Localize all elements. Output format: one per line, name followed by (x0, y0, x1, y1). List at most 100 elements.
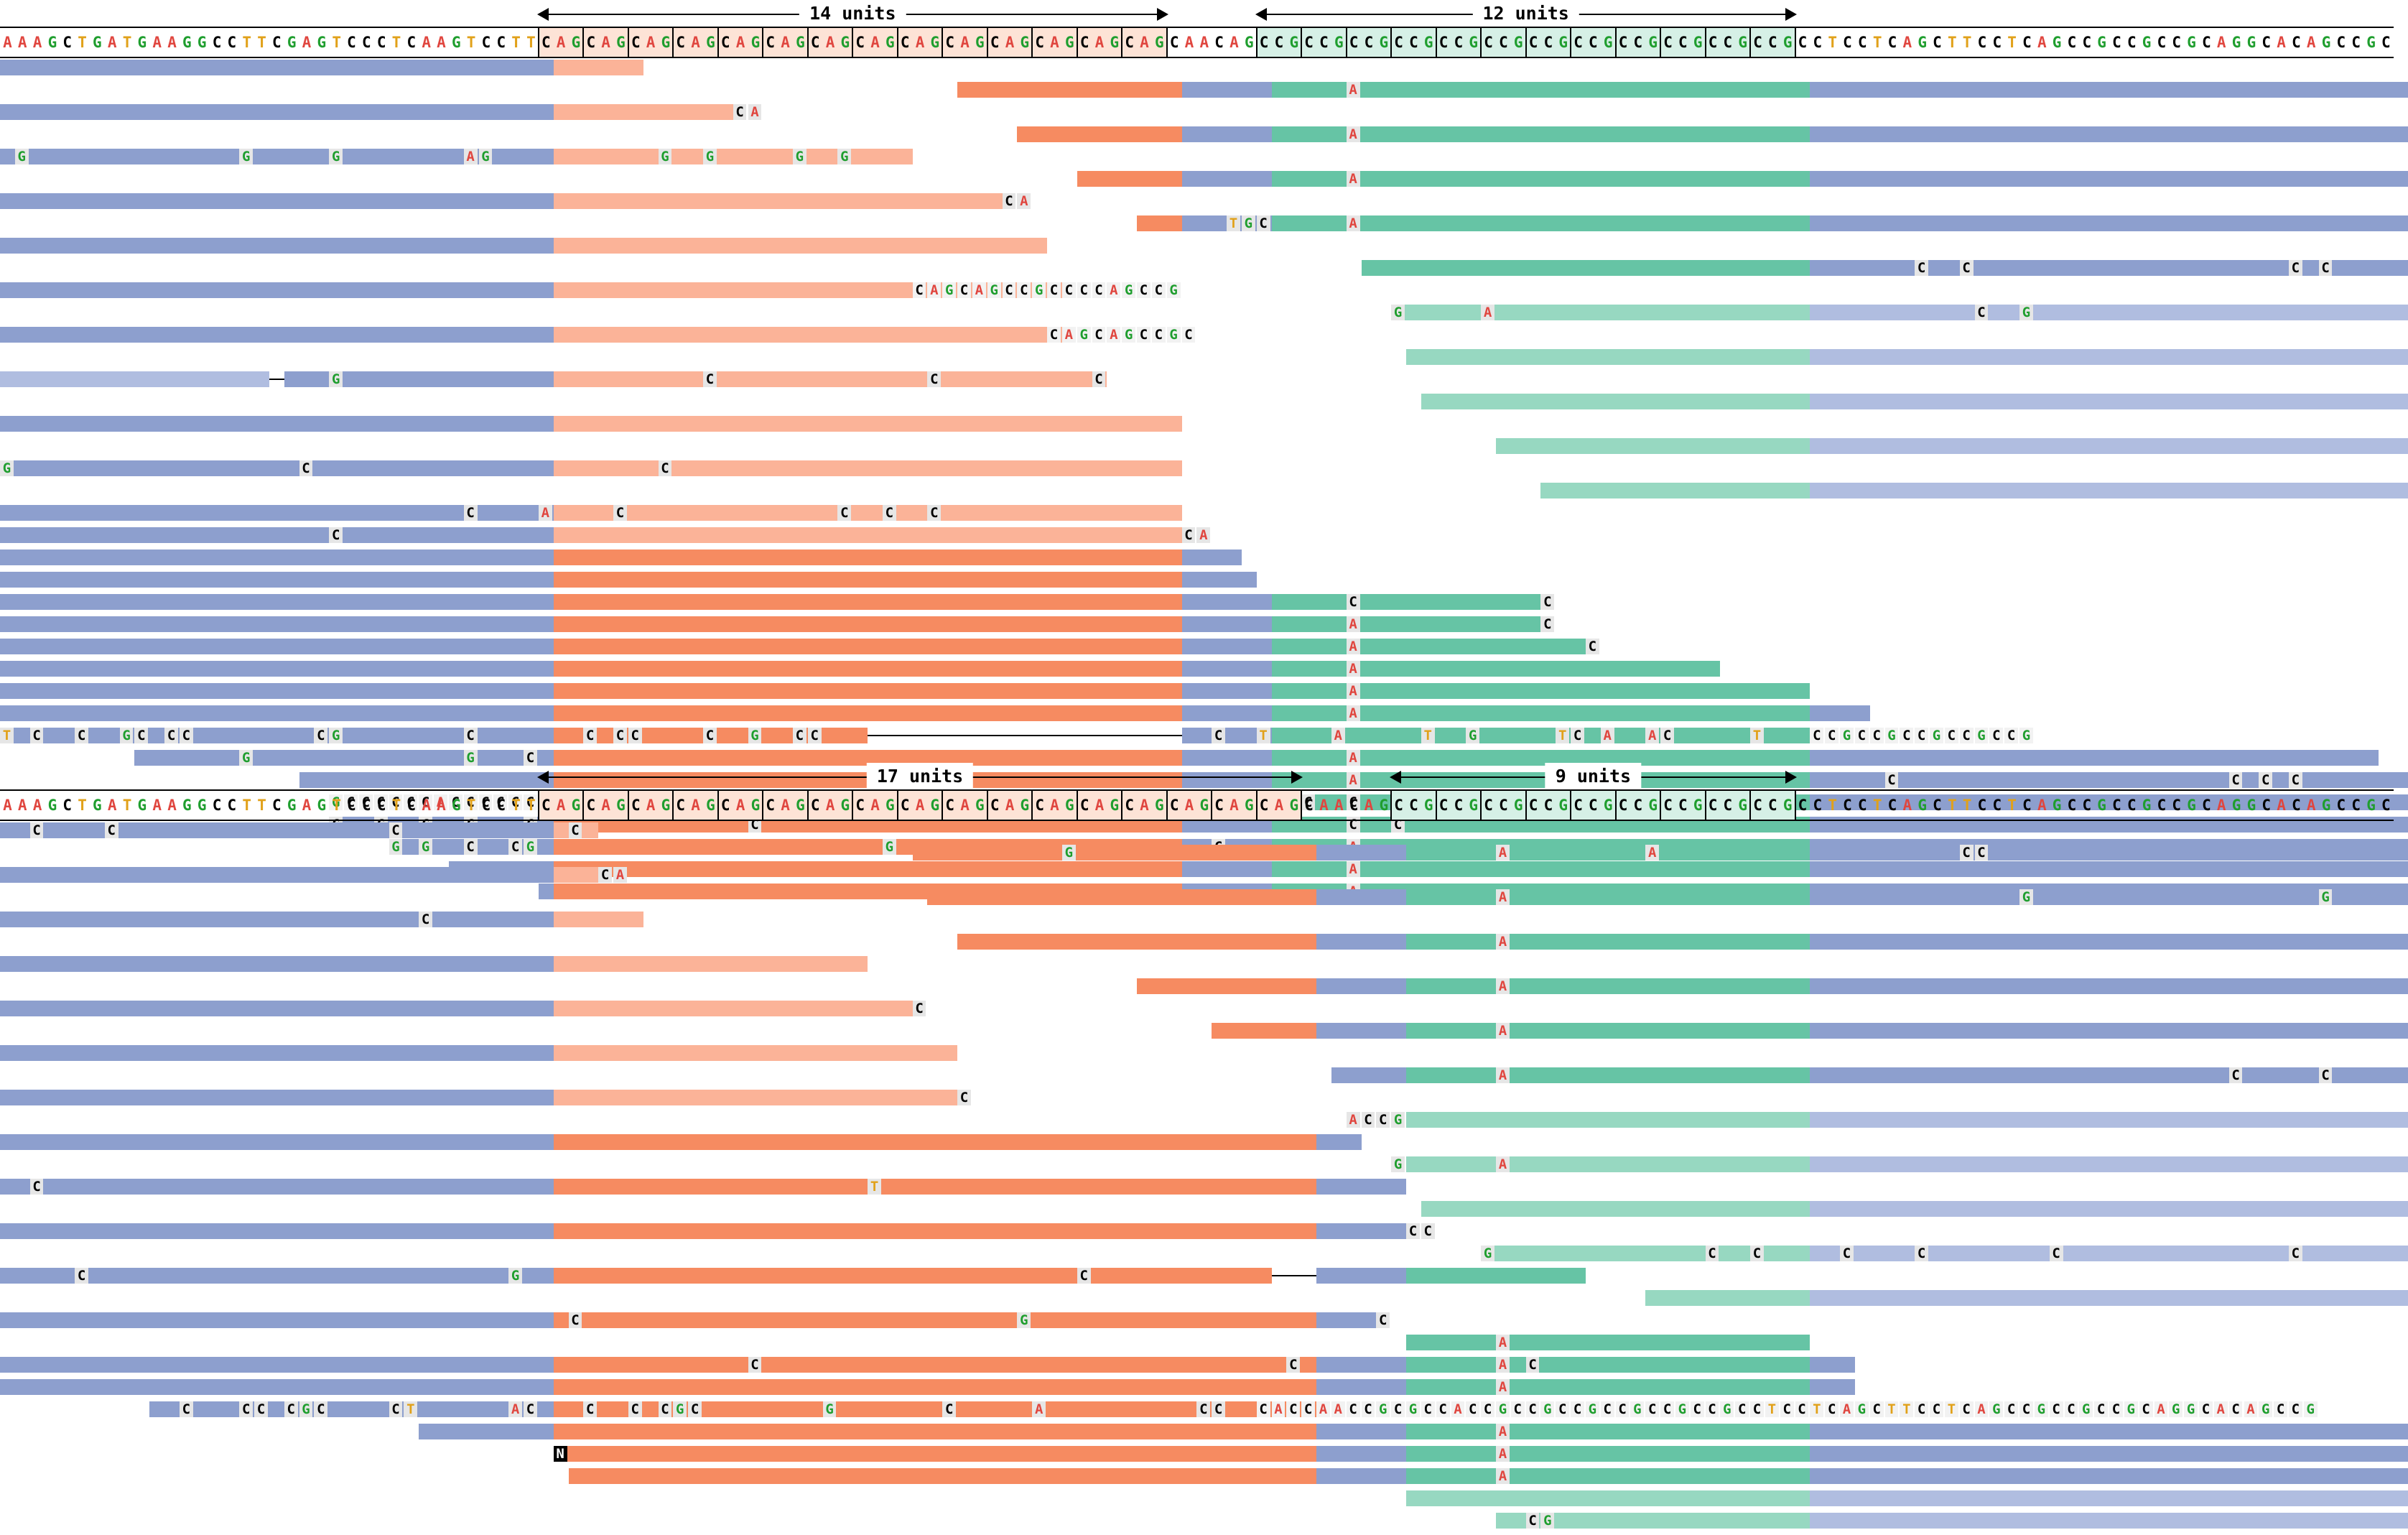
reference-base: G (2187, 797, 2196, 814)
read[interactable]: A (0, 82, 2408, 98)
reference-base: A (1184, 797, 1194, 814)
reference-base: C (1753, 34, 1762, 51)
reference-base: G (197, 797, 207, 814)
reference-base: T (1962, 797, 1972, 814)
softclip-base: G (2303, 1401, 2318, 1417)
softclip-base: G (329, 794, 343, 810)
mismatch-base: C (2318, 1067, 2333, 1083)
read[interactable]: A (0, 705, 2408, 721)
read[interactable]: A (0, 1468, 2408, 1484)
read[interactable] (0, 416, 2408, 432)
reference-base: A (960, 34, 970, 51)
read[interactable] (0, 238, 2408, 254)
reference-base: A (17, 34, 27, 51)
read[interactable] (0, 349, 2408, 365)
annotation-label: 14 units (799, 0, 906, 27)
read[interactable]: A (0, 661, 2408, 677)
read[interactable]: A (0, 1424, 2408, 1439)
read[interactable] (0, 394, 2408, 409)
reference-base: G (2052, 34, 2062, 51)
read-segment-r1 (1077, 171, 1182, 187)
read[interactable] (0, 1201, 2408, 1217)
read[interactable]: A (0, 1335, 2408, 1350)
softclip-base: G (1032, 282, 1046, 298)
read-segment-r1l (553, 149, 913, 164)
read[interactable]: C (0, 1090, 2408, 1105)
read[interactable] (0, 60, 2408, 75)
reference-base: T (526, 34, 536, 51)
read-segment-fl (0, 193, 554, 209)
read-segment-sp (1316, 978, 1406, 994)
read[interactable]: A (0, 126, 2408, 142)
read[interactable] (0, 1045, 2408, 1061)
read[interactable] (0, 549, 2408, 565)
read-segment-fr (1810, 705, 1870, 721)
softclip-base: C (1869, 728, 1884, 743)
reference-base: G (1603, 34, 1613, 51)
mismatch-base: T (1256, 728, 1270, 743)
read[interactable] (0, 438, 2408, 454)
softclip-base: C (344, 794, 358, 810)
read[interactable]: A (0, 861, 2408, 877)
reference-base: G (1423, 34, 1433, 51)
unit-boundary (582, 28, 585, 57)
read-segment-fl (284, 371, 554, 387)
mismatch-base: C (568, 1312, 582, 1328)
read[interactable]: C (0, 912, 2408, 927)
read[interactable]: A (0, 1023, 2408, 1039)
mismatch-base: C (628, 728, 642, 743)
read[interactable] (0, 1290, 2408, 1306)
read[interactable]: A (0, 934, 2408, 950)
read[interactable]: C (0, 282, 2408, 298)
read[interactable]: A (0, 683, 2408, 699)
reference-base: C (1035, 797, 1044, 814)
read-segment-r2 (1271, 215, 1810, 231)
read[interactable]: C (0, 1001, 2408, 1016)
read[interactable] (0, 956, 2408, 972)
read-segment-r2 (1271, 705, 1810, 721)
softclip-base: C (2004, 728, 2019, 743)
read[interactable] (0, 1134, 2408, 1150)
reference-base: G (1244, 797, 1254, 814)
read-segment-fl (0, 1134, 554, 1150)
read[interactable]: A (0, 1379, 2408, 1395)
read[interactable] (0, 483, 2408, 498)
read[interactable]: C (0, 327, 2408, 343)
read[interactable]: A (0, 171, 2408, 187)
read[interactable]: A (0, 978, 2408, 994)
read[interactable] (0, 1490, 2408, 1506)
read[interactable] (0, 572, 2408, 588)
mismatch-base: C (1196, 1401, 1211, 1417)
reference-base: C (810, 797, 820, 814)
